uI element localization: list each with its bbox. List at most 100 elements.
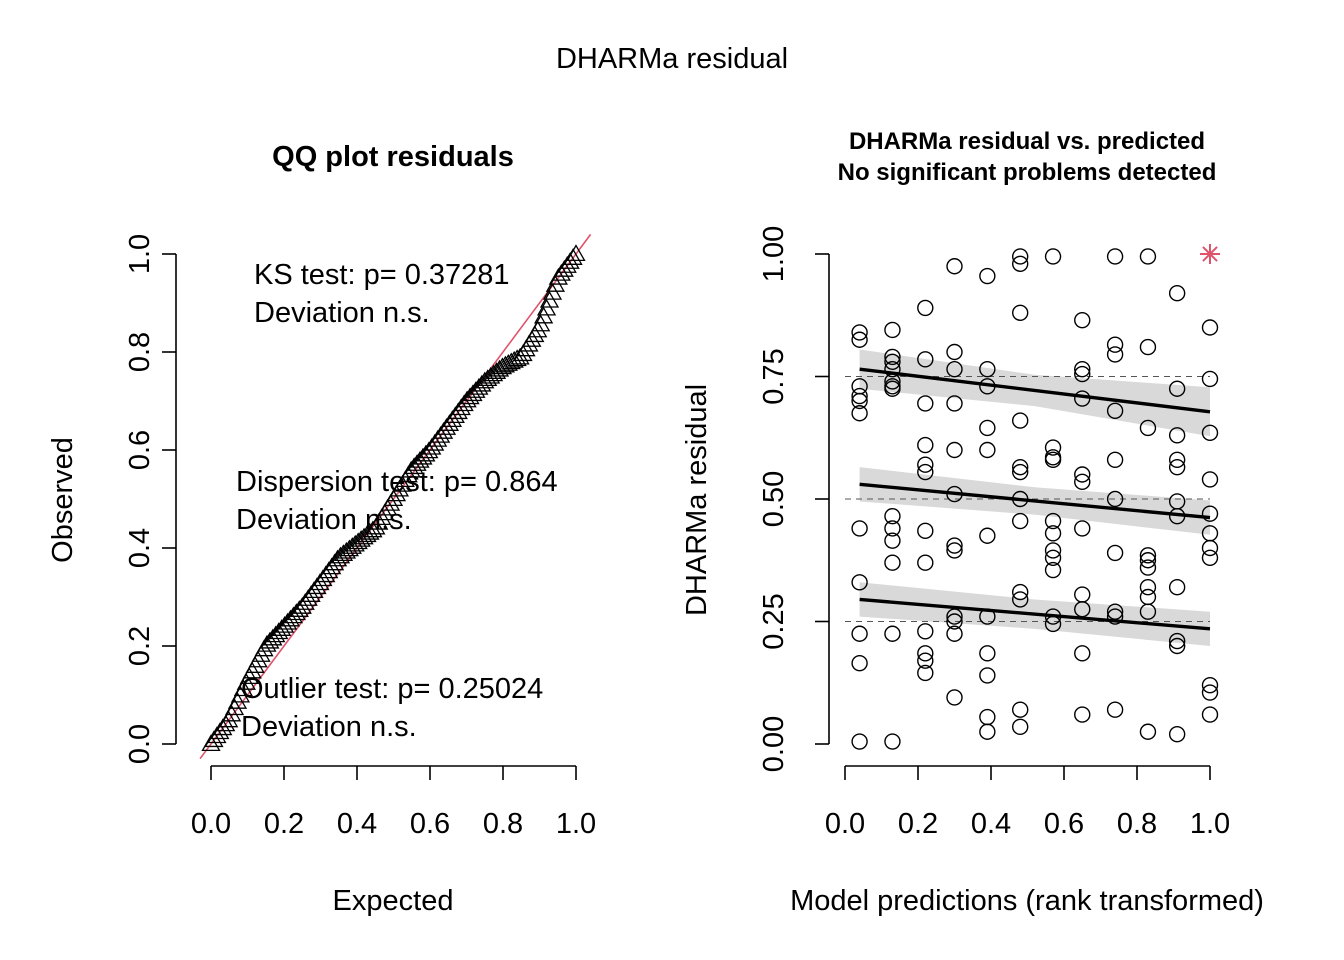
residual-y-tick-label: 0.50 — [758, 471, 790, 527]
qq-point — [463, 384, 483, 402]
quantile-line — [859, 597, 1211, 631]
residual-point — [1044, 451, 1062, 468]
residual-point — [946, 360, 963, 378]
residual-point — [1106, 336, 1124, 353]
residual-point — [1139, 552, 1157, 569]
qq-point — [504, 350, 524, 368]
qq-point — [260, 631, 280, 649]
residual-point — [1012, 304, 1029, 321]
qq-point — [401, 460, 421, 478]
residual-point — [946, 613, 963, 630]
qq-point — [510, 347, 530, 365]
qq-y-tick-label: 0.8 — [124, 332, 156, 372]
residual-y-tick-label: 0.00 — [758, 716, 790, 772]
qq-point — [404, 457, 424, 475]
qq-panel: QQ plot residuals 0.0 0.2 0.4 0.6 0.8 1.0 0.0… — [47, 141, 596, 917]
residual-point — [946, 537, 963, 554]
qq-x-tick-label: 0.8 — [483, 808, 523, 840]
residual-point — [1168, 632, 1186, 650]
qq-y-tick-label: 0.4 — [124, 528, 156, 568]
qq-point — [263, 628, 283, 646]
residual-x-tick-label: 0.4 — [971, 808, 1011, 840]
qq-point — [266, 625, 286, 643]
qq-point — [257, 634, 277, 652]
residual-point — [1201, 505, 1219, 522]
residual-point — [1139, 559, 1157, 576]
qq-y-tick-label: 0.0 — [124, 724, 156, 764]
qq-point — [469, 377, 489, 395]
residual-point — [884, 520, 901, 537]
residual-point — [884, 380, 901, 397]
residual-point — [1201, 424, 1219, 442]
qq-point — [525, 325, 545, 343]
residual-point — [1168, 637, 1186, 655]
residual-point — [946, 395, 963, 412]
qq-x-axis: 0.0 0.2 0.4 0.6 0.8 1.0 — [191, 765, 596, 840]
quantile-band — [859, 349, 1210, 437]
qq-point — [466, 381, 486, 398]
qq-point — [286, 603, 306, 621]
residual-point — [1074, 466, 1091, 483]
residual-point — [1044, 512, 1062, 530]
residual-point — [1201, 370, 1219, 388]
residual-x-tick-label: 0.2 — [898, 808, 938, 840]
residual-x-tick-label: 0.0 — [825, 808, 865, 840]
residual-point — [1074, 586, 1091, 603]
residual-point — [917, 395, 934, 412]
residual-y-tick-label: 0.75 — [758, 348, 790, 404]
residual-point — [946, 689, 963, 706]
residual-point — [1074, 365, 1091, 383]
residual-point — [1012, 718, 1029, 736]
ks-test-text: KS test: p= 0.37281 — [254, 259, 510, 291]
residual-point — [851, 331, 868, 348]
qq-y-tick-label: 1.0 — [124, 234, 156, 274]
residual-point — [917, 351, 934, 368]
residual-point — [979, 360, 996, 378]
qq-x-tick-label: 0.6 — [410, 808, 450, 840]
residual-x-tick-label: 1.0 — [1190, 808, 1230, 840]
qq-title: QQ plot residuals — [272, 141, 514, 173]
residual-point — [1201, 539, 1219, 557]
residual-point — [917, 299, 934, 317]
residual-point — [851, 387, 868, 405]
outlier-deviation-text: Deviation n.s. — [241, 711, 417, 743]
residual-point — [979, 441, 996, 459]
residual-point — [1044, 525, 1062, 542]
residual-point — [884, 625, 901, 642]
residual-point — [1139, 419, 1157, 437]
residual-point — [917, 652, 934, 669]
residual-point — [1168, 285, 1186, 302]
residual-point — [1201, 677, 1219, 694]
residual-point — [1168, 726, 1186, 743]
residual-point — [1201, 706, 1219, 723]
residual-subtitle: No significant problems detected — [838, 159, 1217, 186]
residual-point — [851, 324, 868, 341]
residual-point — [946, 625, 963, 642]
residual-x-tick-label: 0.6 — [1044, 808, 1084, 840]
residual-point — [851, 654, 868, 672]
residual-point — [1044, 439, 1062, 456]
residual-point — [1012, 512, 1029, 530]
residual-point — [1106, 544, 1124, 562]
residual-point — [1139, 588, 1157, 606]
qq-point — [519, 334, 539, 352]
residual-point — [946, 542, 963, 559]
residual-point — [1168, 451, 1186, 468]
residual-y-tick-label: 0.25 — [758, 593, 790, 649]
qq-point — [248, 650, 268, 668]
residual-point — [884, 321, 901, 339]
qq-y-axis: 0.0 0.2 0.4 0.6 0.8 1.0 — [124, 234, 177, 764]
residual-point — [1139, 338, 1157, 356]
residual-point — [1139, 723, 1157, 740]
residual-point — [1106, 402, 1124, 419]
residual-point — [1106, 248, 1124, 265]
qq-point — [460, 387, 480, 405]
qq-point — [528, 320, 548, 338]
residual-title: DHARMa residual vs. predicted — [849, 128, 1205, 155]
residual-point — [851, 392, 868, 410]
qq-point — [280, 609, 301, 627]
residual-point — [884, 360, 901, 378]
residual-point — [1012, 583, 1029, 601]
